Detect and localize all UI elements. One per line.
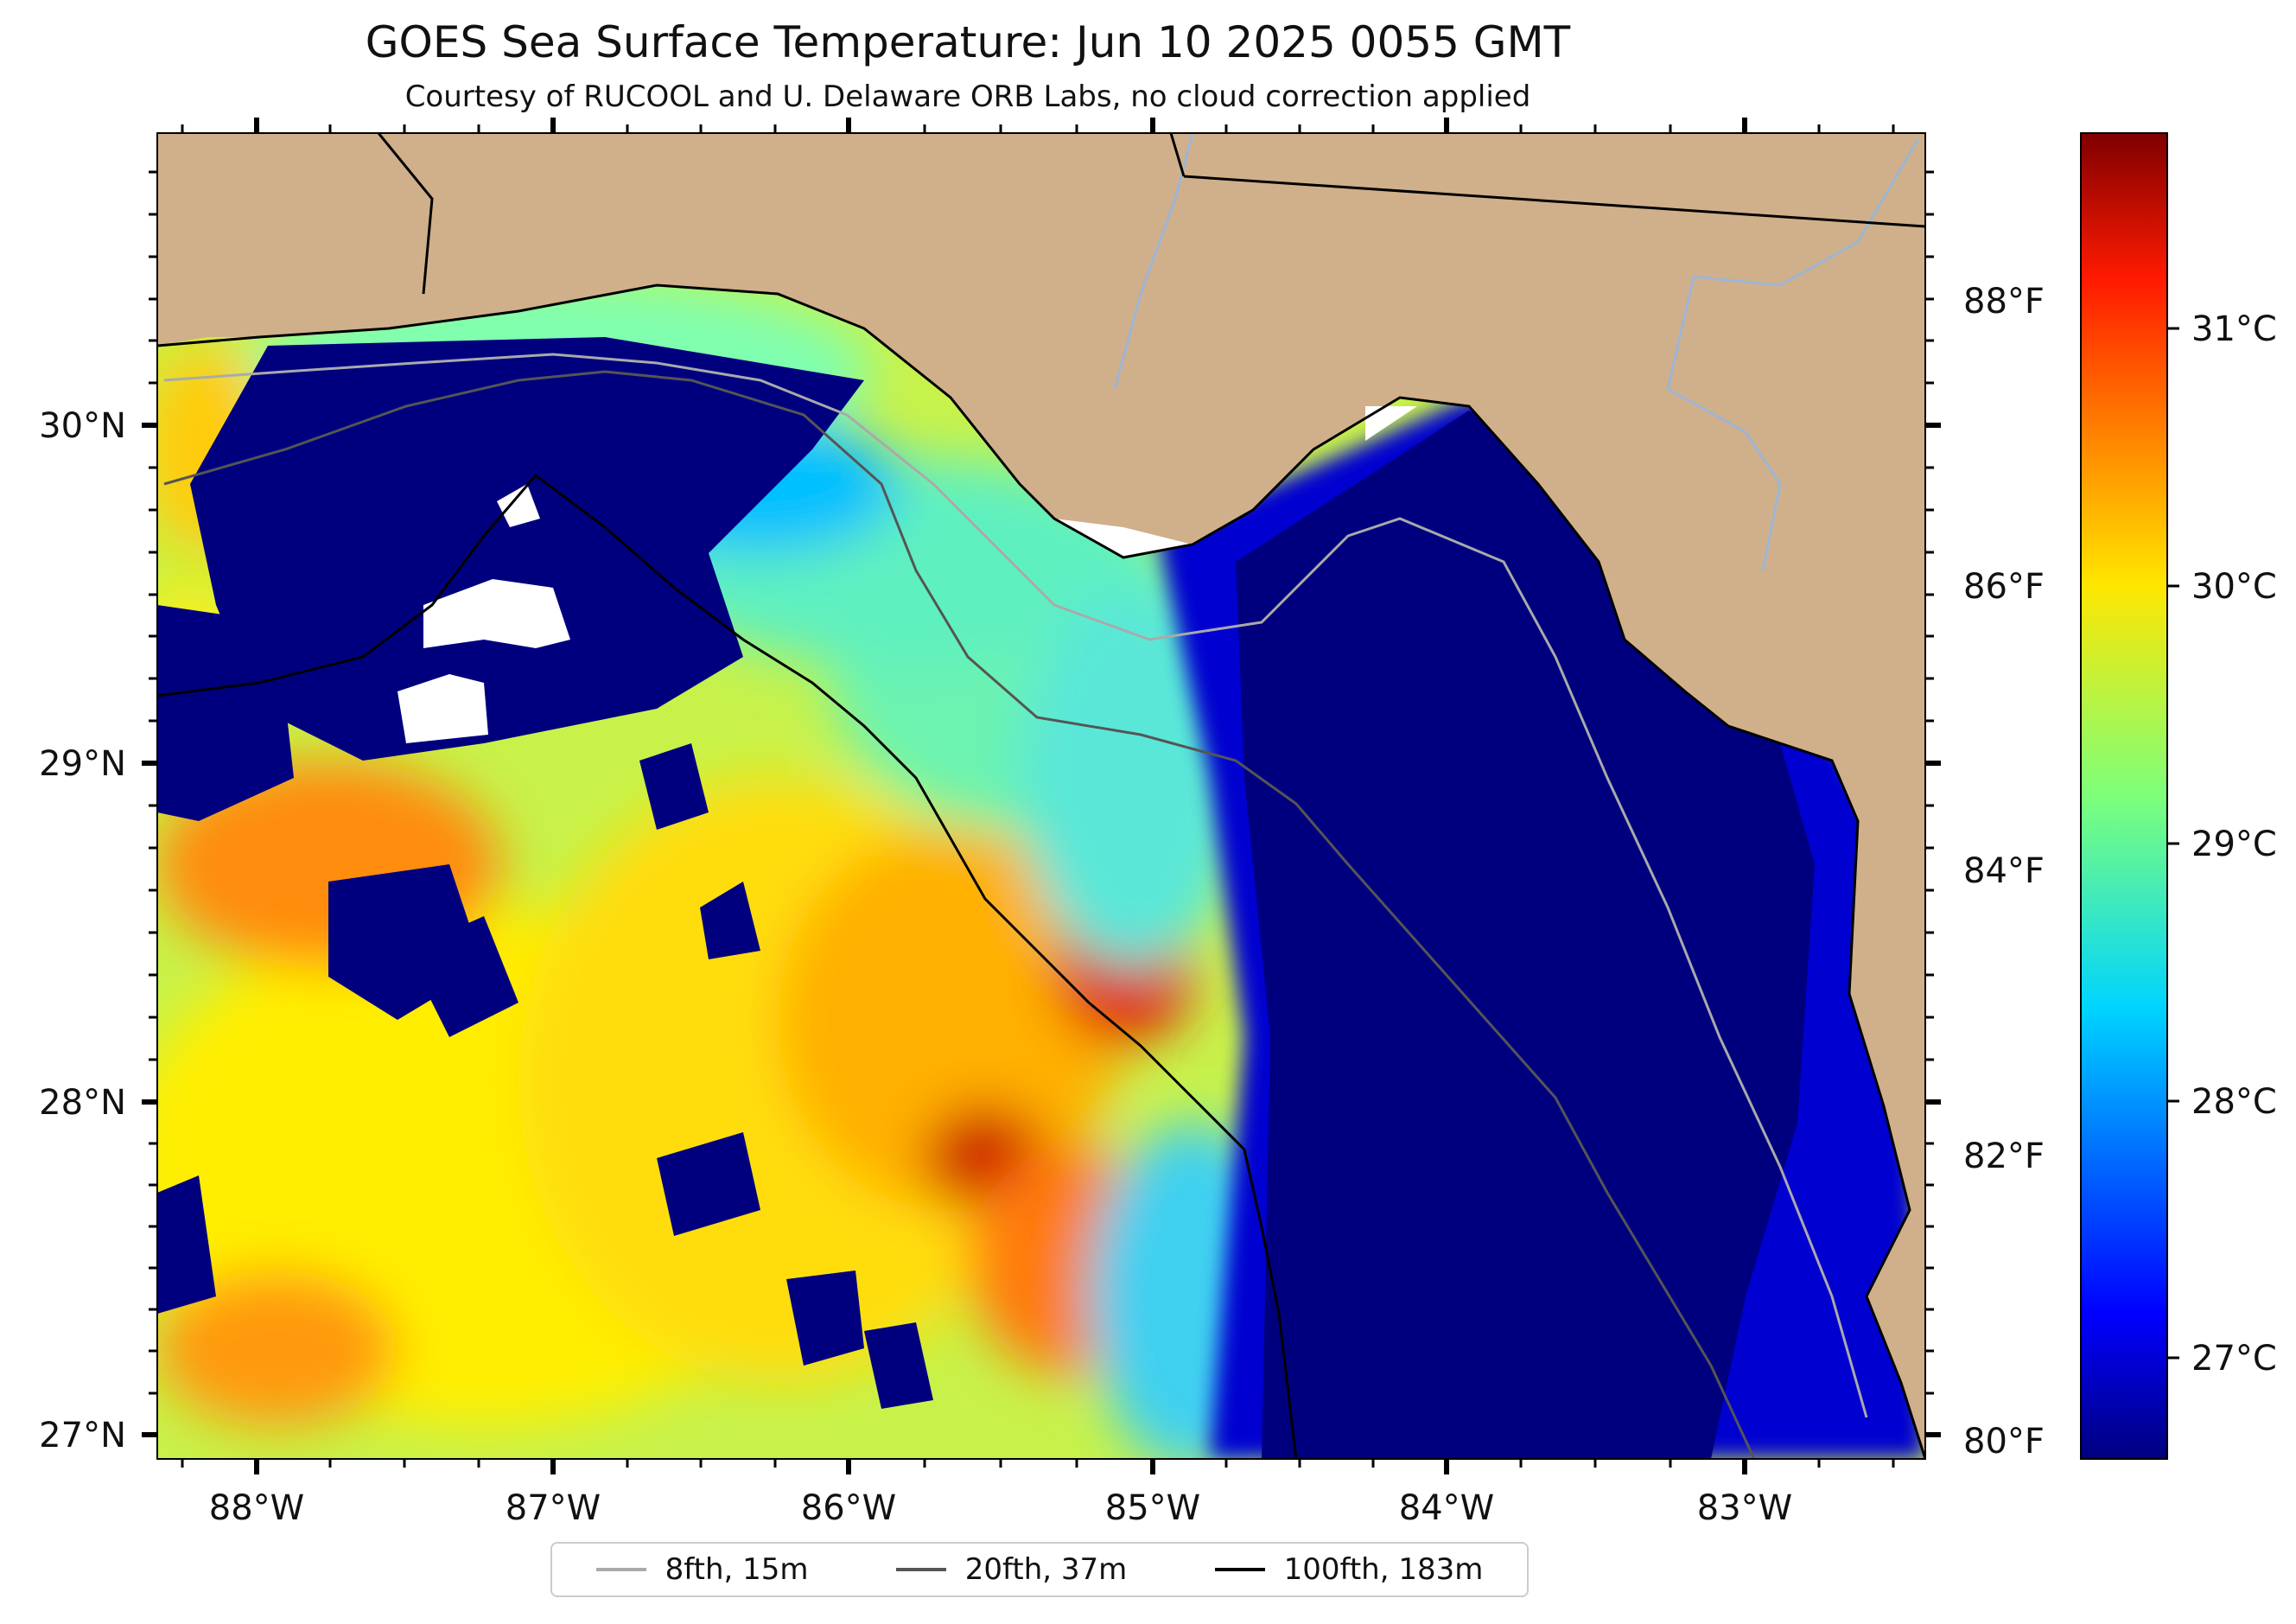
map-subtitle: Courtesy of RUCOOL and U. Delaware ORB L… <box>404 80 1531 114</box>
land <box>157 133 1925 1459</box>
legend-swatch-100fth <box>1214 1568 1265 1571</box>
legend-swatch-20fth <box>895 1568 946 1571</box>
map-title: GOES Sea Surface Temperature: Jun 10 202… <box>365 17 1571 67</box>
isobath-legend: 8fth, 15m 20fth, 37m 100fth, 183m <box>550 1542 1529 1597</box>
cold-patches <box>157 337 933 1409</box>
rivers <box>1113 133 1920 571</box>
f-label-88: 88°F <box>1963 282 2045 322</box>
f-label-84: 84°F <box>1963 851 2045 891</box>
lon-label-88w: 88°W <box>209 1488 304 1528</box>
colorbar-label-30c: 30°C <box>2191 567 2277 607</box>
legend-item-8fth: 8fth, 15m <box>595 1552 809 1587</box>
legend-label-8fth: 8fth, 15m <box>665 1552 809 1587</box>
lat-label-28n: 28°N <box>39 1083 126 1123</box>
legend-item-20fth: 20fth, 37m <box>895 1552 1128 1587</box>
lon-minor-ticks <box>181 124 1895 1468</box>
legend-swatch-8fth <box>595 1568 646 1571</box>
legend-item-100fth: 100fth, 183m <box>1214 1552 1484 1587</box>
colorbar-label-29c: 29°C <box>2191 825 2277 864</box>
lat-minor-ticks <box>149 170 1934 1395</box>
lon-label-85w: 85°W <box>1105 1488 1200 1528</box>
map-frame <box>156 132 1926 1460</box>
lon-label-83w: 83°W <box>1697 1488 1792 1528</box>
isobath-20fth <box>163 370 1756 1459</box>
lon-major-ticks <box>254 118 1747 1474</box>
lon-label-87w: 87°W <box>506 1488 601 1528</box>
lat-label-27n: 27°N <box>39 1416 126 1455</box>
colorbar-ticks <box>2167 327 2179 1360</box>
lon-label-86w: 86°W <box>801 1488 896 1528</box>
f-label-86: 86°F <box>1963 567 2045 607</box>
colorbar-label-27c: 27°C <box>2191 1339 2277 1379</box>
f-label-80: 80°F <box>1963 1422 2045 1462</box>
cloud-patches <box>398 484 570 743</box>
legend-label-20fth: 20fth, 37m <box>964 1552 1128 1587</box>
isobath-100fth <box>157 473 1298 1459</box>
boundaries <box>377 133 1925 295</box>
lat-label-30n: 30°N <box>39 406 126 446</box>
colorbar-label-31c: 31°C <box>2191 309 2277 349</box>
lat-major-ticks <box>142 423 1941 1437</box>
coastline <box>157 283 1925 1459</box>
map-area <box>157 133 1925 1459</box>
colorbar-label-28c: 28°C <box>2191 1082 2277 1122</box>
lat-label-29n: 29°N <box>39 744 126 784</box>
f-label-82: 82°F <box>1963 1137 2045 1176</box>
legend-label-100fth: 100fth, 183m <box>1283 1552 1484 1587</box>
colorbar <box>2080 132 2168 1460</box>
lon-label-84w: 84°W <box>1399 1488 1494 1528</box>
isobath-8fth <box>163 353 1868 1418</box>
